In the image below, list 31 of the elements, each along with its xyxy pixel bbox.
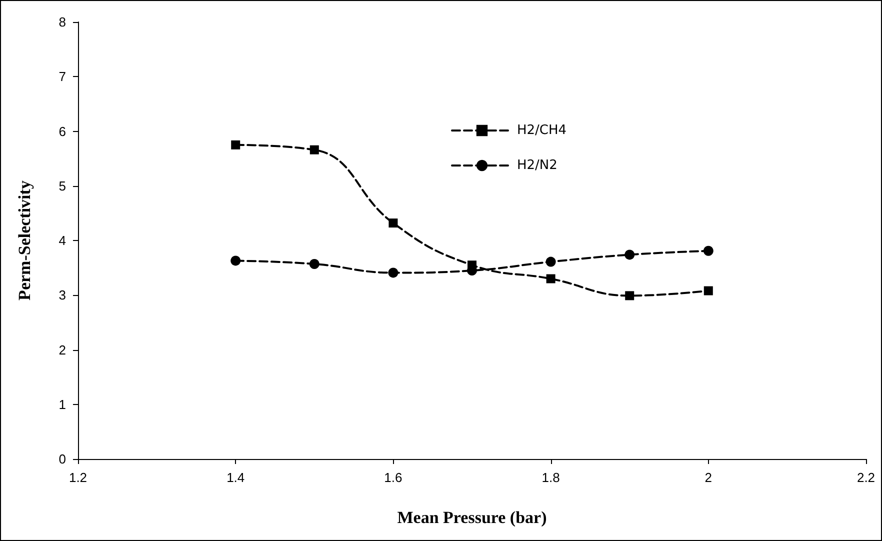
y-tick-label: 1 (58, 396, 66, 412)
point (703, 246, 714, 256)
x-tick-label: 2 (704, 470, 712, 485)
x-tick-label: 2.2 (856, 470, 876, 485)
legend-label: H2/N2 (517, 158, 558, 173)
x-tick-label: 1.6 (384, 470, 402, 485)
point (388, 218, 398, 228)
x-tick-label: 1.4 (226, 470, 245, 485)
point (388, 268, 398, 278)
point (231, 140, 240, 150)
y-tick-label: 4 (58, 233, 66, 248)
y-tick-label: 5 (58, 178, 66, 194)
y-tick-label: 0 (58, 452, 66, 466)
point (546, 256, 556, 267)
x-tick-label: 1.2 (68, 470, 88, 485)
y-tick-label: 7 (58, 69, 66, 84)
point (624, 250, 635, 260)
x-tick-label: 1.8 (542, 470, 560, 485)
point (310, 145, 319, 154)
y-tick-label: 6 (58, 124, 66, 139)
legend-label: H2/CH4 (517, 123, 567, 138)
point (704, 286, 713, 296)
y-tick-label: 3 (58, 288, 66, 303)
x-axis-title: Mean Pressure (bar) (397, 508, 547, 527)
y-tick-label: 8 (58, 14, 66, 30)
point (625, 291, 634, 300)
point (546, 274, 556, 284)
point (309, 258, 320, 269)
y-tick-label: 2 (58, 342, 66, 358)
y-axis-title: Perm-Selectivity (15, 180, 34, 300)
point (230, 256, 241, 266)
